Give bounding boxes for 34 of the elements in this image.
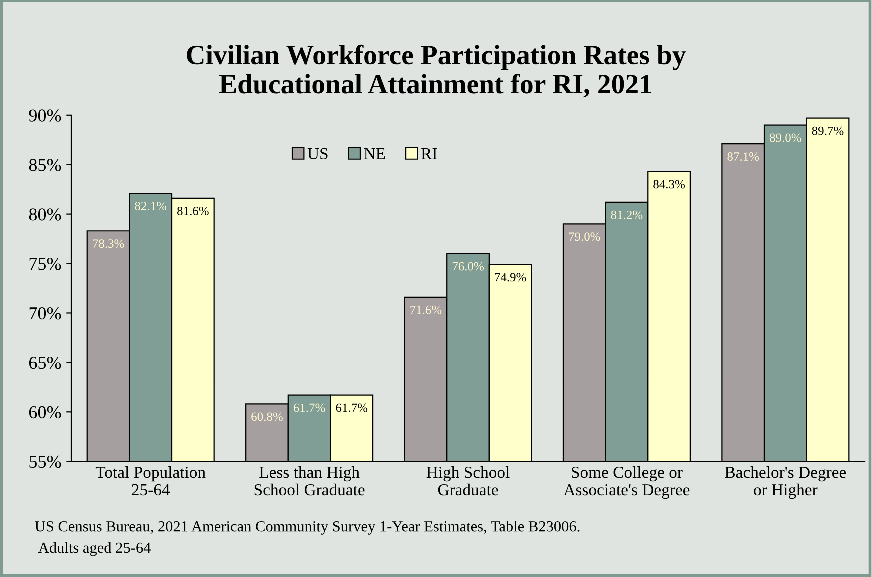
x-tick-label: Less than High School Graduate bbox=[254, 466, 365, 496]
y-tick-label: 90% bbox=[29, 110, 62, 122]
data-label: 74.9% bbox=[495, 273, 526, 282]
text: Adults aged 25-64 bbox=[38, 542, 151, 556]
data-label: 78.3% bbox=[93, 240, 124, 248]
data-label: 61.7% bbox=[294, 404, 326, 412]
data-label: 79.0% bbox=[569, 232, 600, 242]
data-label: 89.7% bbox=[812, 126, 844, 136]
x-tick-label: Total Population 25-64 bbox=[96, 466, 206, 496]
x-tick-label: Some College or Associate's Degree bbox=[564, 466, 690, 500]
text: US Census Bureau, 2021 American Community Survey 1-Year Estimates, Table B23006. bbox=[35, 521, 580, 535]
legend-label: RI bbox=[422, 148, 438, 160]
data-label: 60.8% bbox=[252, 412, 283, 422]
data-label: 61.7% bbox=[336, 404, 368, 412]
y-tick-label: 65% bbox=[29, 356, 62, 370]
y-tick-label: 85% bbox=[29, 159, 62, 172]
legend-label: US bbox=[308, 148, 328, 160]
data-label: 76.0% bbox=[452, 262, 484, 271]
y-tick-label: 70% bbox=[30, 307, 62, 320]
chart-title: Civilian Workforce Participation Rates by Educational Attainment for RI, 2021 bbox=[187, 44, 686, 98]
data-label: 89.0% bbox=[770, 134, 802, 142]
data-label: 81.6% bbox=[178, 206, 209, 216]
x-tick-label: High School Graduate bbox=[426, 466, 510, 496]
data-label: 82.1% bbox=[135, 202, 167, 210]
x-tick-label: Bachelor's Degree or Higher bbox=[725, 466, 846, 500]
data-label: 71.6% bbox=[410, 306, 442, 314]
y-tick-label: 60% bbox=[29, 406, 62, 419]
data-label: 87.1% bbox=[728, 152, 760, 162]
legend-label: NE bbox=[364, 148, 386, 160]
y-tick-label: 55% bbox=[30, 456, 62, 468]
data-label: 84.3% bbox=[654, 180, 686, 189]
data-label: 81.2% bbox=[611, 210, 643, 220]
y-tick-label: 80% bbox=[29, 208, 62, 221]
y-tick-label: 75% bbox=[30, 258, 62, 270]
